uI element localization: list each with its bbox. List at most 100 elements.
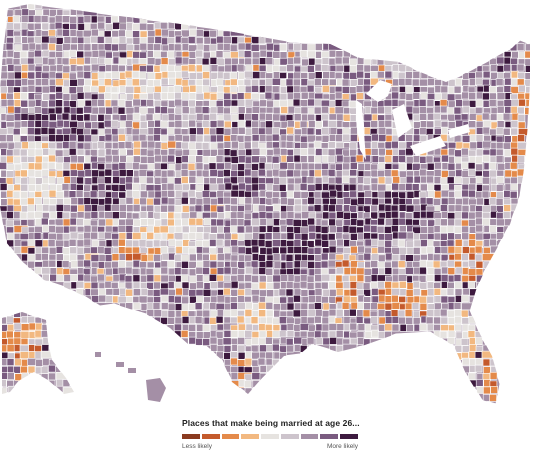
county-cell	[195, 198, 204, 206]
county-cell	[244, 168, 252, 177]
county-cell	[314, 302, 322, 310]
county-cell	[251, 365, 260, 374]
county-cell	[97, 246, 105, 254]
county-cell	[203, 282, 212, 291]
county-cell	[167, 260, 175, 269]
county-cell	[390, 225, 399, 233]
county-cell	[327, 169, 336, 177]
county-cell	[223, 345, 232, 354]
county-cell	[13, 35, 22, 44]
county-cell	[49, 273, 58, 282]
county-cell	[202, 338, 210, 346]
county-cell	[61, 183, 70, 191]
county-cell	[201, 106, 210, 114]
county-cell	[132, 162, 140, 170]
county-cell	[420, 226, 428, 234]
county-cell	[215, 155, 224, 163]
county-cell	[363, 64, 372, 73]
county-cell	[48, 259, 57, 268]
county-cell	[229, 85, 238, 93]
county-cell	[118, 238, 126, 247]
county-cell	[300, 106, 309, 115]
county-cell	[194, 204, 203, 213]
county-cell	[370, 260, 379, 268]
county-cell	[447, 330, 456, 339]
county-cell	[174, 323, 182, 332]
county-cell	[517, 121, 526, 130]
county-cell	[399, 323, 408, 332]
county-cell	[496, 65, 505, 73]
county-cell	[77, 78, 85, 86]
county-cell	[376, 225, 385, 234]
county-cell	[264, 323, 273, 332]
legend-swatch-4	[241, 434, 260, 439]
county-cell	[357, 197, 365, 205]
county-cell	[461, 232, 470, 241]
county-cell	[434, 92, 443, 101]
county-cell	[265, 113, 273, 121]
county-cell	[125, 253, 133, 261]
county-cell	[153, 134, 161, 142]
county-cell	[132, 259, 141, 268]
county-cell	[160, 246, 168, 254]
county-cell	[35, 359, 44, 367]
county-cell	[349, 58, 357, 67]
county-cell	[202, 78, 210, 87]
county-cell	[223, 42, 231, 51]
county-cell	[12, 191, 21, 199]
county-cell	[180, 274, 189, 283]
county-cell	[188, 99, 196, 108]
county-cell	[34, 120, 43, 128]
county-cell	[133, 147, 141, 156]
county-cell	[460, 253, 469, 261]
county-cell	[363, 302, 372, 311]
county-cell	[76, 211, 85, 219]
county-cell	[56, 119, 65, 128]
county-cell	[362, 282, 371, 291]
county-cell	[132, 112, 141, 121]
county-cell	[503, 204, 511, 212]
county-cell	[299, 273, 308, 282]
county-cell	[399, 247, 408, 255]
us-county-map	[0, 3, 531, 405]
county-cell	[474, 351, 483, 359]
county-cell	[0, 198, 8, 206]
county-cell	[509, 191, 518, 199]
county-cell	[201, 120, 210, 128]
county-cell	[68, 141, 77, 149]
county-cell	[273, 303, 281, 311]
county-cell	[286, 211, 295, 219]
county-cell	[90, 211, 99, 219]
county-cell	[460, 309, 469, 318]
county-cell	[133, 219, 141, 227]
county-cell	[371, 329, 379, 338]
county-cell	[224, 161, 232, 170]
county-cell	[195, 232, 204, 240]
county-cell	[455, 169, 463, 178]
county-cell	[384, 267, 393, 275]
county-cell	[202, 71, 210, 79]
county-cell	[468, 92, 477, 100]
county-cell	[224, 120, 232, 129]
county-cell	[342, 49, 351, 58]
county-cell	[336, 323, 345, 332]
county-cell	[132, 23, 140, 31]
county-cell	[216, 134, 224, 143]
county-cell	[237, 344, 245, 353]
county-cell	[230, 239, 238, 247]
county-cell	[355, 154, 364, 163]
county-cell	[516, 78, 525, 87]
county-cell	[412, 288, 421, 296]
county-cell	[286, 232, 295, 240]
county-cell	[202, 267, 210, 275]
county-cell	[341, 302, 350, 310]
county-cell	[425, 316, 434, 325]
county-cell	[181, 141, 189, 150]
county-cell	[306, 65, 315, 73]
county-cell	[188, 268, 197, 277]
legend-swatch-9	[340, 434, 359, 439]
county-cell	[68, 49, 77, 58]
county-cell	[20, 183, 28, 192]
county-cell	[34, 113, 43, 121]
county-cell	[5, 42, 14, 51]
